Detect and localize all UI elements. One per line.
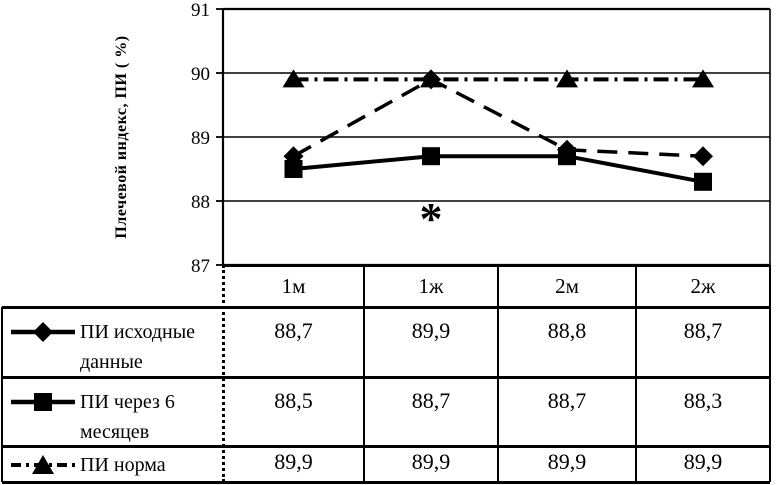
legend-label: ПИ исходные данные <box>80 321 196 373</box>
triangle-marker <box>282 69 305 88</box>
y-tick-label: 88 <box>191 192 210 213</box>
table-cell: 88,7 <box>683 318 723 343</box>
table-border <box>2 375 770 379</box>
triangle-series-key-icon <box>11 455 75 474</box>
series-line-1 <box>292 77 704 158</box>
y-tick-label: 91 <box>191 0 210 21</box>
significance-asterisk: * <box>420 193 443 244</box>
y-tick-label: 90 <box>191 64 210 85</box>
diamond-series-key-icon <box>11 322 75 342</box>
table-border <box>2 305 770 309</box>
square-series-key-icon <box>11 393 75 411</box>
table-cell: 88,5 <box>274 388 313 413</box>
column-header: 1м <box>281 273 306 298</box>
column-header: 2ж <box>690 273 716 298</box>
table-cell: 88,3 <box>683 388 723 413</box>
legend-item: ПИ через 6 месяцев <box>2 377 223 446</box>
legend-item: ПИ исходные данные <box>2 307 223 377</box>
table-border <box>2 444 770 448</box>
legend-key <box>8 319 78 350</box>
table-border <box>497 265 499 482</box>
column-header: 1ж <box>418 273 444 298</box>
y-tick-label: 87 <box>191 256 210 277</box>
table-border <box>221 265 225 482</box>
diamond-marker <box>693 146 713 167</box>
column-header: 2м <box>555 273 579 298</box>
table-cell: 89,9 <box>411 449 451 474</box>
square-marker <box>694 172 712 191</box>
table-cell: 89,9 <box>547 449 587 474</box>
table-border <box>363 265 365 482</box>
legend-label: ПИ норма <box>80 454 166 476</box>
square-marker <box>558 147 576 166</box>
table-cell: 88,8 <box>547 318 587 343</box>
table-cell: 89,9 <box>411 318 451 343</box>
triangle-marker <box>556 69 578 88</box>
table-border <box>635 265 637 482</box>
table-cell: 88,7 <box>547 388 587 413</box>
table-border <box>1 307 3 482</box>
square-marker <box>422 147 440 166</box>
table-border <box>2 480 770 484</box>
legend-item: ПИ норма <box>2 446 223 482</box>
legend-label: ПИ через 6 месяцев <box>80 391 175 443</box>
table-border <box>769 265 771 482</box>
table-cell: 88,7 <box>274 318 313 343</box>
table-cell: 88,7 <box>411 388 451 413</box>
triangle-marker <box>420 69 442 88</box>
square-marker <box>284 160 303 178</box>
series-line-2 <box>293 154 704 184</box>
table-cell: 89,9 <box>274 449 313 474</box>
y-tick-label: 89 <box>191 128 210 149</box>
triangle-marker <box>692 69 714 88</box>
table-border <box>223 263 770 267</box>
legend-key <box>8 389 78 420</box>
legend-key <box>8 452 78 483</box>
table-cell: 89,9 <box>683 449 723 474</box>
